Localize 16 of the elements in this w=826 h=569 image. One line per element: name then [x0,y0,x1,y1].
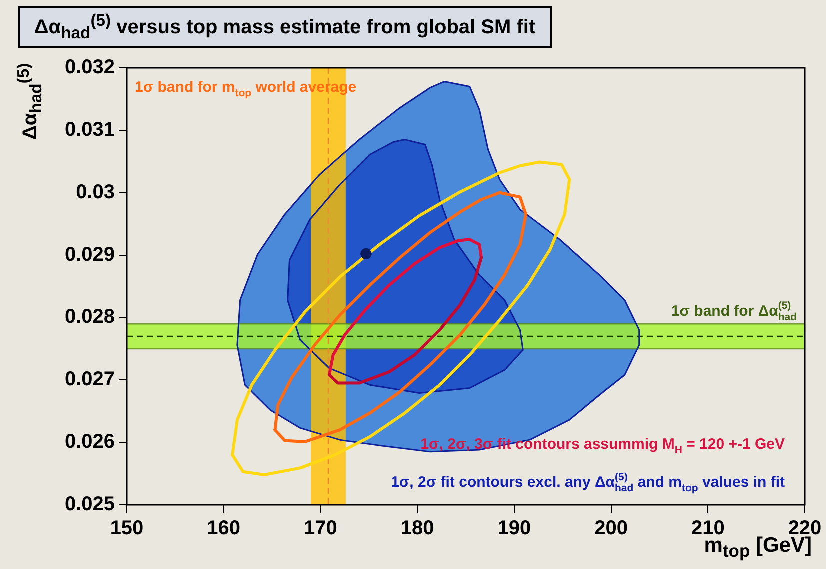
x-tick-label: 190 [498,518,532,540]
chart-title: Δα$_{had}$$^{(5)}$ versus top mass estimate from global SM fit [34,10,536,44]
y-tick-label: 0.03 [76,181,115,204]
y-tick-label: 0.025 [64,494,115,516]
y-tick-label: 0.026 [64,431,115,454]
y-tick-label: 0.029 [64,244,115,266]
y-tick-label: 0.032 [64,56,115,79]
y-tick-label: 0.031 [64,118,115,141]
y-tick-label: 0.027 [64,368,115,391]
x-tick-label: 200 [594,518,628,540]
x-tick-label: 180 [400,518,434,540]
x-tick-label: 210 [691,518,725,540]
y-tick-label: 0.028 [64,306,115,328]
x-tick-label: 150 [110,518,144,540]
x-tick-label: 170 [304,518,338,540]
x-tick-label: 160 [207,518,241,540]
